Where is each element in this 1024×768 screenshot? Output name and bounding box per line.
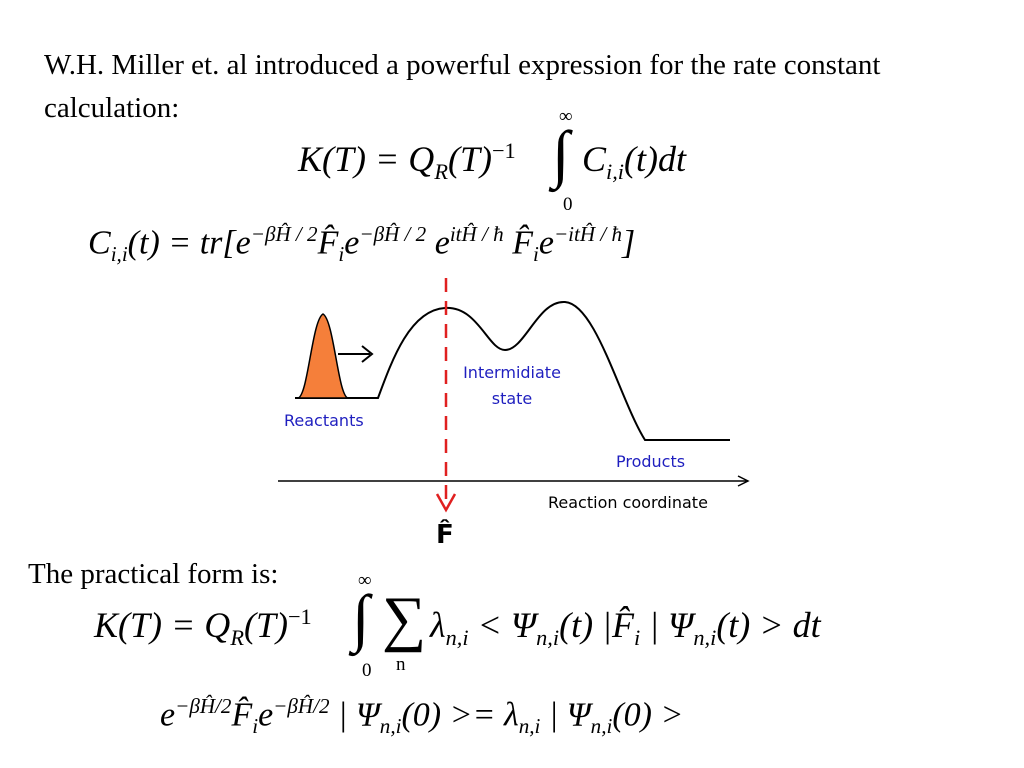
practical-integral-symbol: ∫ (352, 582, 370, 653)
dividing-surface-label: F̂ (436, 520, 454, 550)
sum-index: n (396, 654, 406, 675)
sum-symbol: ∑ (382, 585, 427, 653)
rate-integrand: Ci,i(t)dt (582, 139, 686, 185)
practical-form-text: The practical form is: (28, 558, 279, 590)
practical-rate-rhs: λn,i < Ψn,i(t) |F̂i | Ψn,i(t) > dt (430, 605, 821, 651)
energy-curve (295, 300, 730, 441)
rate-constant-equation: K(T) = QR(T)−1 (298, 138, 516, 185)
rate-upper-limit: ∞ (559, 106, 573, 127)
integral-symbol: ∫ (552, 118, 570, 189)
products-label: Products (616, 452, 686, 471)
practical-lower-limit: 0 (362, 660, 372, 681)
practical-rate-lhs: K(T) = QR(T)−1 (94, 604, 312, 651)
intro-text: W.H. Miller et. al introduced a powerful… (44, 49, 881, 124)
correlation-equation: Ci,i(t) = tr[e−βĤ / 2F̂ie−βĤ / 2 eitĤ / … (88, 222, 636, 267)
reaction-coordinate-label: Reaction coordinate (548, 493, 708, 512)
eigenvalue-equation: e−βĤ/2F̂ie−βĤ/2 | Ψn,i(0) >= λn,i | Ψn,i… (160, 694, 684, 739)
motion-arrow-head (361, 345, 374, 363)
practical-upper-limit: ∞ (358, 570, 372, 591)
reaction-axis-arrow (737, 475, 750, 487)
reactants-label: Reactants (284, 411, 364, 430)
dividing-surface-arrow (435, 493, 457, 513)
rate-lower-limit: 0 (563, 194, 573, 215)
intermediate-label: Intermidiate state (463, 363, 561, 408)
reactant-wavepacket (297, 313, 349, 399)
